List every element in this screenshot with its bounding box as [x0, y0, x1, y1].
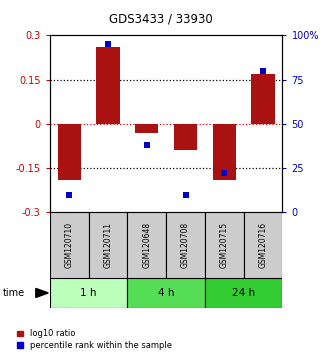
Text: GSM120711: GSM120711 [103, 222, 112, 268]
Text: GDS3433 / 33930: GDS3433 / 33930 [108, 12, 213, 25]
Bar [50, 212, 89, 278]
Text: 24 h: 24 h [232, 288, 255, 298]
Text: time: time [3, 288, 25, 298]
Bar [205, 212, 244, 278]
Polygon shape [36, 289, 48, 297]
Text: GSM120708: GSM120708 [181, 222, 190, 268]
Point [261, 68, 266, 74]
Bar [89, 212, 127, 278]
Point [183, 192, 188, 198]
Point [66, 192, 72, 198]
Bar [213, 124, 236, 180]
Bar [135, 124, 158, 133]
Text: 1 h: 1 h [80, 288, 97, 298]
Point [144, 142, 149, 148]
Bar [166, 212, 205, 278]
Legend: log10 ratio, percentile rank within the sample: log10 ratio, percentile rank within the … [17, 329, 171, 350]
Point [222, 171, 227, 176]
Bar [127, 278, 205, 308]
Bar [96, 47, 119, 124]
Text: GSM120710: GSM120710 [65, 222, 74, 268]
Text: 4 h: 4 h [158, 288, 174, 298]
Bar [127, 212, 166, 278]
Bar [205, 278, 282, 308]
Bar [251, 74, 275, 124]
Text: GSM120715: GSM120715 [220, 222, 229, 268]
Bar [57, 124, 81, 180]
Bar [244, 212, 282, 278]
Text: GSM120716: GSM120716 [259, 222, 268, 268]
Point [105, 41, 110, 47]
Bar [50, 278, 127, 308]
Text: GSM120648: GSM120648 [142, 222, 151, 268]
Bar [174, 124, 197, 150]
